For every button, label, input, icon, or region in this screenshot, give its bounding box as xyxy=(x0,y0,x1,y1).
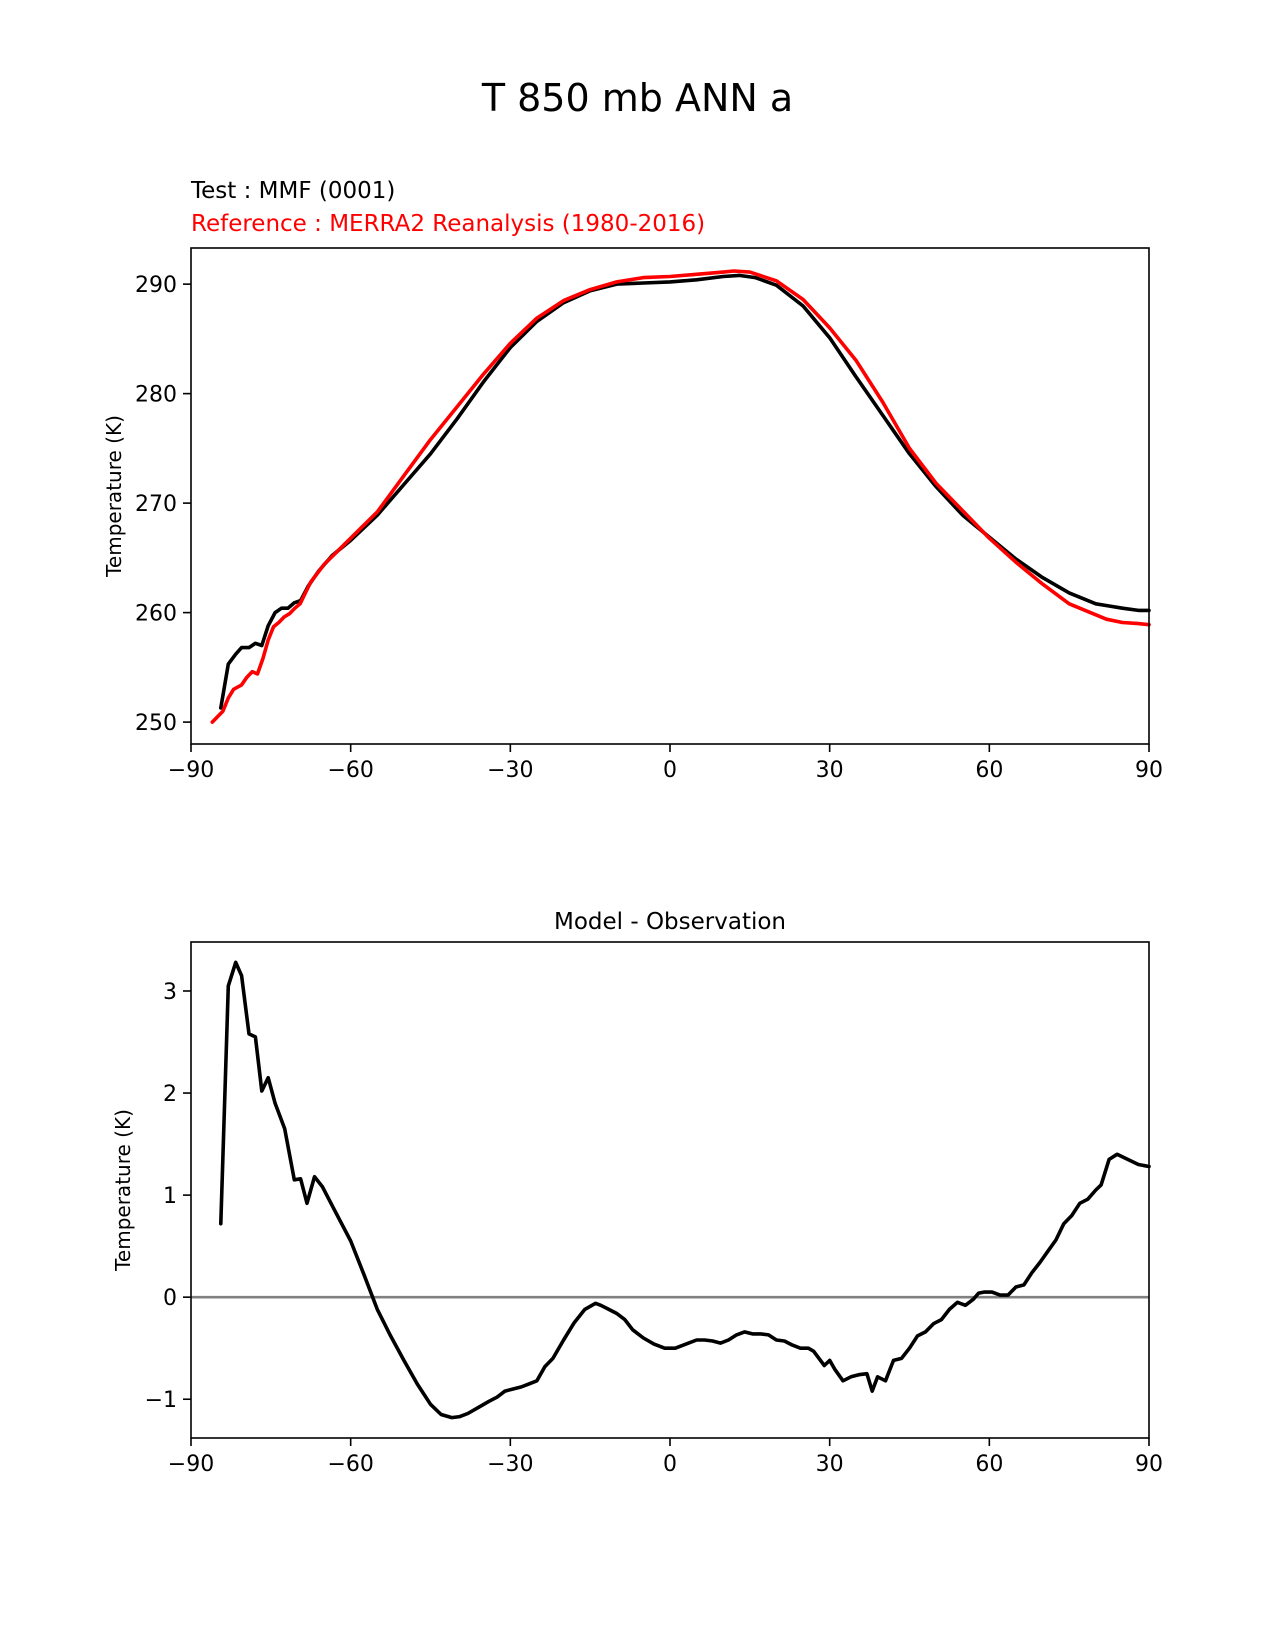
temperature-x-tick-label: 30 xyxy=(816,758,844,783)
temperature-y-axis-label: Temperature (K) xyxy=(102,415,126,578)
difference-x-tick-label: 30 xyxy=(816,1452,844,1477)
difference-y-tick-label: 3 xyxy=(163,980,177,1005)
temperature-x-tick-label: −30 xyxy=(487,758,533,783)
difference-plot-frame xyxy=(190,941,1150,1439)
temperature-plot-frame xyxy=(190,247,1150,745)
difference-x-tick-label: 90 xyxy=(1135,1452,1163,1477)
temperature-series-line-reference xyxy=(210,269,1151,724)
difference-panel: Model - Observation −90 −60 −30 0 30 60 90 −1 0 1… xyxy=(111,909,1163,1477)
temperature-x-tick-label: −90 xyxy=(168,758,214,783)
difference-x-tick-label: −60 xyxy=(327,1452,373,1477)
temperature-y-tick-label: 290 xyxy=(135,273,177,298)
temperature-axis-ticks: −90 −60 −30 0 30 60 90 250 260 270 280 290 xyxy=(135,273,1163,783)
temperature-x-tick-label: −60 xyxy=(327,758,373,783)
temperature-x-tick-label: 60 xyxy=(975,758,1003,783)
test-label: Test : MMF (0001) xyxy=(190,178,395,204)
temperature-panel: −90 −60 −30 0 30 60 90 250 260 270 280 290 Temperat… xyxy=(102,247,1163,783)
difference-axis-ticks: −90 −60 −30 0 30 60 90 −1 0 1 2 3 xyxy=(145,980,1163,1477)
temperature-y-tick-label: 250 xyxy=(135,711,177,736)
difference-x-tick-label: 0 xyxy=(663,1452,677,1477)
temperature-series xyxy=(210,269,1151,724)
temperature-y-tick-label: 260 xyxy=(135,602,177,627)
temperature-y-tick-label: 280 xyxy=(135,383,177,408)
difference-series xyxy=(219,960,1151,1420)
difference-series-line-test xyxy=(219,960,1151,1420)
temperature-y-tick-label: 270 xyxy=(135,492,177,517)
difference-x-tick-label: 60 xyxy=(975,1452,1003,1477)
difference-panel-title: Model - Observation xyxy=(554,909,786,935)
difference-y-tick-label: 0 xyxy=(163,1286,177,1311)
temperature-x-tick-label: 90 xyxy=(1135,758,1163,783)
temperature-x-tick-label: 0 xyxy=(663,758,677,783)
difference-x-tick-label: −90 xyxy=(168,1452,214,1477)
difference-x-tick-label: −30 xyxy=(487,1452,533,1477)
difference-y-tick-label: −1 xyxy=(145,1388,177,1413)
figure-title: T 850 mb ANN a xyxy=(481,76,793,120)
difference-y-axis-label: Temperature (K) xyxy=(111,1109,135,1272)
difference-y-tick-label: 2 xyxy=(163,1082,177,1107)
difference-y-tick-label: 1 xyxy=(163,1184,177,1209)
reference-label: Reference : MERRA2 Reanalysis (1980-2016… xyxy=(191,211,705,237)
